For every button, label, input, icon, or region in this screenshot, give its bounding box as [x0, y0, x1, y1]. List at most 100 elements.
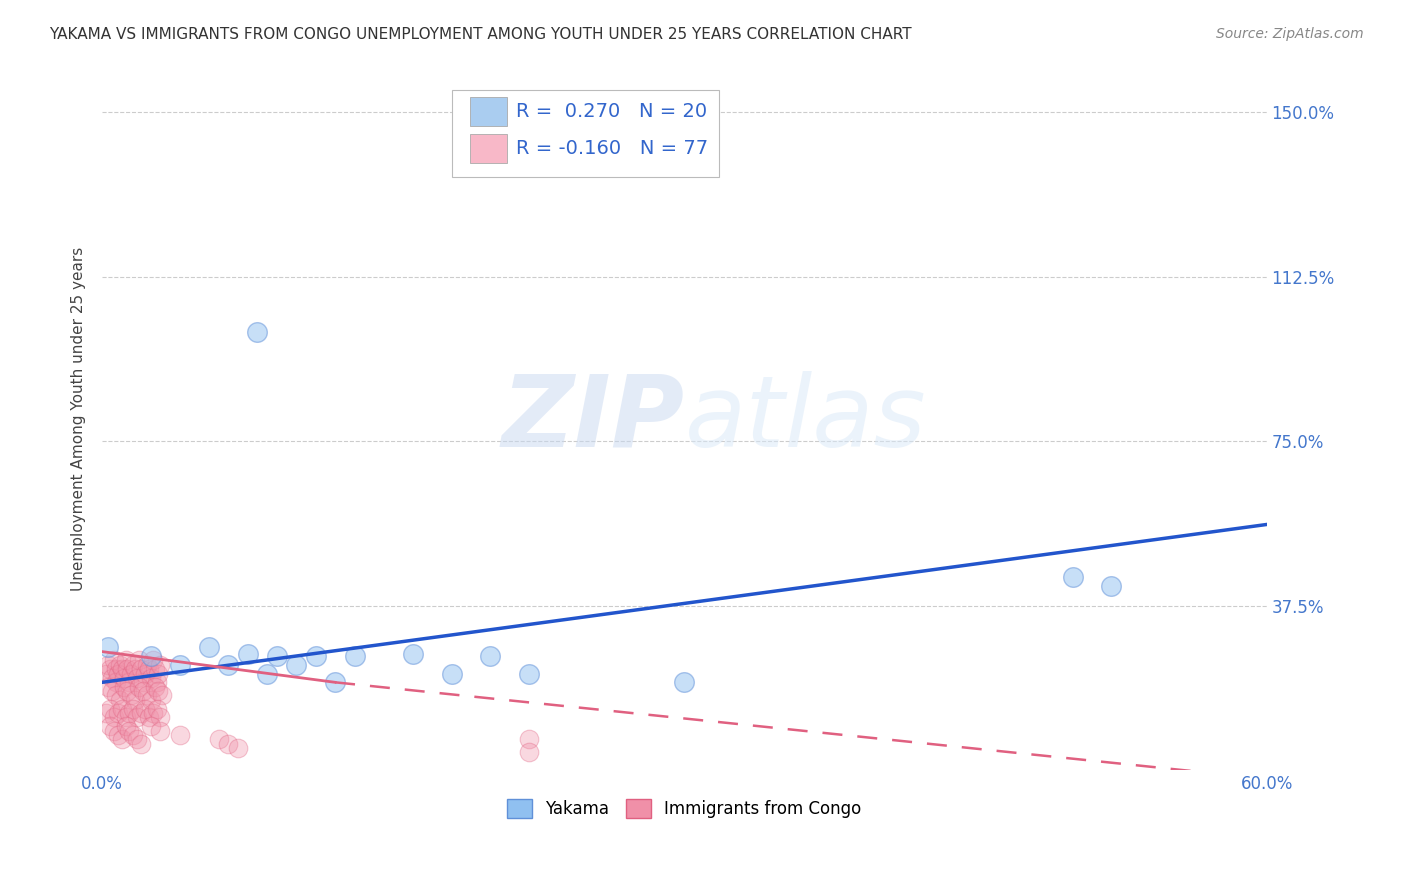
Point: [127, 732, 149, 747]
Point: [266, 648, 288, 663]
Point: [134, 701, 156, 715]
Point: [107, 728, 129, 742]
Point: [139, 719, 162, 733]
Point: [122, 728, 145, 742]
Point: [132, 684, 155, 698]
Point: [135, 657, 157, 672]
Point: [98, 719, 121, 733]
Text: R =  0.270   N = 20: R = 0.270 N = 20: [516, 102, 707, 120]
Point: [1099, 579, 1122, 593]
Point: [139, 693, 162, 707]
Point: [120, 689, 142, 703]
Point: [129, 737, 152, 751]
Point: [97, 640, 120, 655]
Point: [122, 701, 145, 715]
Point: [285, 657, 308, 672]
Point: [149, 657, 172, 672]
Point: [1062, 570, 1084, 584]
Point: [103, 653, 125, 667]
Point: [143, 662, 166, 676]
Point: [111, 732, 134, 747]
Point: [124, 662, 146, 676]
Point: [134, 666, 156, 681]
FancyBboxPatch shape: [451, 89, 720, 178]
Point: [107, 666, 129, 681]
Point: [129, 662, 152, 676]
Point: [673, 675, 696, 690]
Point: [104, 689, 127, 703]
Point: [98, 662, 121, 676]
Point: [128, 680, 150, 694]
Point: [479, 648, 502, 663]
Point: [129, 706, 152, 720]
Point: [103, 710, 125, 724]
Point: [208, 732, 231, 747]
Point: [98, 701, 121, 715]
Point: [114, 719, 136, 733]
Point: [517, 666, 540, 681]
Point: [128, 653, 150, 667]
Text: Source: ZipAtlas.com: Source: ZipAtlas.com: [1216, 27, 1364, 41]
Point: [305, 648, 328, 663]
Point: [114, 653, 136, 667]
Point: [111, 662, 134, 676]
Point: [101, 671, 124, 685]
Point: [127, 671, 149, 685]
Point: [118, 723, 141, 738]
Point: [103, 723, 125, 738]
Point: [135, 689, 157, 703]
Point: [142, 706, 165, 720]
Point: [256, 666, 278, 681]
Text: ZIP: ZIP: [502, 371, 685, 467]
Text: R = -0.160   N = 77: R = -0.160 N = 77: [516, 139, 707, 158]
Point: [118, 706, 141, 720]
Point: [145, 701, 167, 715]
Point: [97, 680, 120, 694]
Point: [198, 640, 221, 655]
Point: [108, 693, 131, 707]
Point: [440, 666, 463, 681]
Point: [148, 684, 170, 698]
Point: [236, 647, 259, 661]
Point: [120, 666, 142, 681]
Text: atlas: atlas: [685, 371, 927, 467]
Text: YAKAMA VS IMMIGRANTS FROM CONGO UNEMPLOYMENT AMONG YOUTH UNDER 25 YEARS CORRELAT: YAKAMA VS IMMIGRANTS FROM CONGO UNEMPLOY…: [49, 27, 912, 42]
Point: [169, 657, 191, 672]
Point: [149, 723, 172, 738]
Point: [124, 693, 146, 707]
Point: [217, 657, 239, 672]
Point: [145, 675, 167, 690]
Point: [139, 648, 162, 663]
Point: [139, 671, 162, 685]
Point: [343, 648, 366, 663]
Point: [142, 653, 165, 667]
Point: [127, 710, 149, 724]
Y-axis label: Unemployment Among Youth under 25 years: Unemployment Among Youth under 25 years: [72, 247, 86, 591]
Legend: Yakama, Immigrants from Congo: Yakama, Immigrants from Congo: [501, 793, 869, 825]
Point: [132, 675, 155, 690]
Point: [246, 325, 269, 339]
Point: [169, 728, 191, 742]
Point: [217, 737, 239, 751]
Point: [104, 662, 127, 676]
Point: [323, 675, 346, 690]
Point: [112, 680, 135, 694]
Point: [226, 741, 249, 756]
Point: [111, 701, 134, 715]
Point: [117, 662, 139, 676]
Point: [94, 666, 117, 681]
Point: [94, 706, 117, 720]
Point: [114, 710, 136, 724]
Point: [122, 657, 145, 672]
FancyBboxPatch shape: [470, 134, 508, 163]
FancyBboxPatch shape: [470, 96, 508, 126]
Point: [104, 675, 127, 690]
Point: [149, 710, 172, 724]
Point: [138, 662, 160, 676]
Point: [150, 689, 173, 703]
Point: [101, 684, 124, 698]
Point: [517, 746, 540, 760]
Point: [118, 675, 141, 690]
Point: [107, 706, 129, 720]
Point: [108, 657, 131, 672]
